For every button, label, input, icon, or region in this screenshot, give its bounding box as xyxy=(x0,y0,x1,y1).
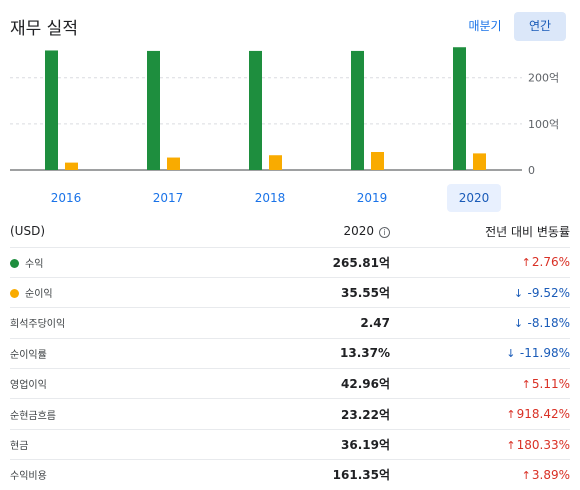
metric-label: 수익 xyxy=(10,247,260,278)
metric-label: 수익비용 xyxy=(10,459,260,490)
year-tab-2018[interactable]: 2018 xyxy=(254,191,286,205)
change-value: 3.89% xyxy=(531,467,570,482)
metric-label: 순이익률 xyxy=(10,338,260,370)
arrow-down-icon: ↓ xyxy=(513,286,527,300)
year-header: 2020 i xyxy=(260,216,390,248)
metric-label-text: 현금 xyxy=(10,441,29,453)
metric-label-text: 순이익 xyxy=(25,289,53,301)
metric-change: ↑2.76% xyxy=(390,247,570,278)
metric-change: ↓ -9.52% xyxy=(390,277,570,309)
arrow-up-icon: ↑ xyxy=(506,408,516,422)
net-income-bar xyxy=(167,157,180,170)
metric-value: 35.55억 xyxy=(260,277,390,309)
metric-value: 36.19억 xyxy=(260,429,390,461)
info-icon[interactable]: i xyxy=(379,227,390,239)
year-tab-2016[interactable]: 2016 xyxy=(50,191,82,205)
metric-label-text: 영업이익 xyxy=(10,380,47,392)
metric-label: 희석주당이익 xyxy=(10,307,260,339)
change-value: 2.76% xyxy=(531,255,570,270)
metric-label-text: 희석주당이익 xyxy=(10,319,66,331)
metric-change: ↑180.33% xyxy=(390,429,570,461)
table-row: 순현금흐름 23.22억 ↑918.42% xyxy=(10,398,570,430)
metric-change: ↑918.42% xyxy=(390,398,570,430)
y-tick-label: 100억 xyxy=(528,118,559,131)
table-row: 수익 265.81억 ↑2.76% xyxy=(10,247,570,278)
table-row: 순이익 35.55억 ↓ -9.52% xyxy=(10,277,570,309)
change-value: 918.42% xyxy=(516,407,570,422)
metric-label: 순이익 xyxy=(10,277,260,309)
year-tab-2019[interactable]: 2019 xyxy=(356,191,388,205)
revenue-bar xyxy=(453,47,466,170)
change-value: -9.52% xyxy=(527,285,570,300)
table-row: 영업이익 42.96억 ↑5.11% xyxy=(10,368,570,400)
revenue-bar xyxy=(351,50,364,170)
arrow-up-icon: ↑ xyxy=(521,256,531,270)
net-income-bar xyxy=(65,162,78,170)
metric-change: ↑5.11% xyxy=(390,368,570,400)
legend-dot-icon xyxy=(10,289,19,299)
year-header-label: 2020 xyxy=(343,224,374,239)
section-title: 재무 실적 xyxy=(10,19,78,39)
metric-value: 23.22억 xyxy=(260,398,390,430)
metric-label: 순현금흐름 xyxy=(10,398,260,430)
revenue-bar xyxy=(45,50,58,170)
metric-value: 13.37% xyxy=(260,338,390,370)
revenue-bar xyxy=(249,50,262,170)
table-row: 현금 36.19억 ↑180.33% xyxy=(10,429,570,461)
table-header-row: (USD) 2020 i 전년 대비 변동률 xyxy=(10,216,570,248)
metric-change: ↑3.89% xyxy=(390,459,570,490)
net-income-bar xyxy=(371,152,384,170)
table-row: 순이익률 13.37% ↓ -11.98% xyxy=(10,338,570,370)
change-value: 180.33% xyxy=(516,437,570,452)
metric-label-text: 순현금흐름 xyxy=(10,410,56,422)
y-tick-label: 0 xyxy=(528,164,535,177)
arrow-up-icon: ↑ xyxy=(521,377,531,391)
arrow-up-icon: ↑ xyxy=(521,468,531,482)
metric-change: ↓ -11.98% xyxy=(390,338,570,370)
metric-label-text: 수익 xyxy=(25,258,44,270)
arrow-down-icon: ↓ xyxy=(506,347,519,361)
metric-value: 42.96억 xyxy=(260,368,390,400)
arrow-up-icon: ↑ xyxy=(506,438,516,452)
quarterly-button[interactable]: 매분기 xyxy=(468,19,502,33)
net-income-bar xyxy=(473,153,486,170)
unit-header: (USD) xyxy=(10,216,260,248)
change-value: 5.11% xyxy=(531,376,570,391)
yoy-change-header: 전년 대비 변동률 xyxy=(390,216,570,248)
metric-label: 현금 xyxy=(10,429,260,461)
annual-button[interactable]: 연간 xyxy=(514,12,566,41)
net-income-bar xyxy=(269,155,282,170)
metric-value: 265.81억 xyxy=(260,247,390,278)
metric-label-text: 순이익률 xyxy=(10,349,47,361)
metric-value: 2.47 xyxy=(260,307,390,339)
financials-table: (USD) 2020 i 전년 대비 변동률 수익 265.81억 ↑2.76% 순이익… xyxy=(10,216,570,490)
change-value: -11.98% xyxy=(519,346,570,361)
year-tab-2017[interactable]: 2017 xyxy=(152,191,184,205)
year-tab-2020[interactable]: 2020 xyxy=(447,184,501,212)
metric-value: 161.35억 xyxy=(260,459,390,490)
metric-label-text: 수익비용 xyxy=(10,471,47,483)
metric-label: 영업이익 xyxy=(10,368,260,400)
y-tick-label: 200억 xyxy=(528,72,559,85)
legend-dot-icon xyxy=(10,258,19,268)
table-row: 희석주당이익 2.47 ↓ -8.18% xyxy=(10,307,570,339)
revenue-bar xyxy=(147,50,160,170)
financial-bar-chart: 0 100억 200억 xyxy=(10,47,559,177)
table-row: 수익비용 161.35억 ↑3.89% xyxy=(10,459,570,490)
metric-change: ↓ -8.18% xyxy=(390,307,570,339)
change-value: -8.18% xyxy=(527,315,570,330)
arrow-down-icon: ↓ xyxy=(513,316,527,330)
